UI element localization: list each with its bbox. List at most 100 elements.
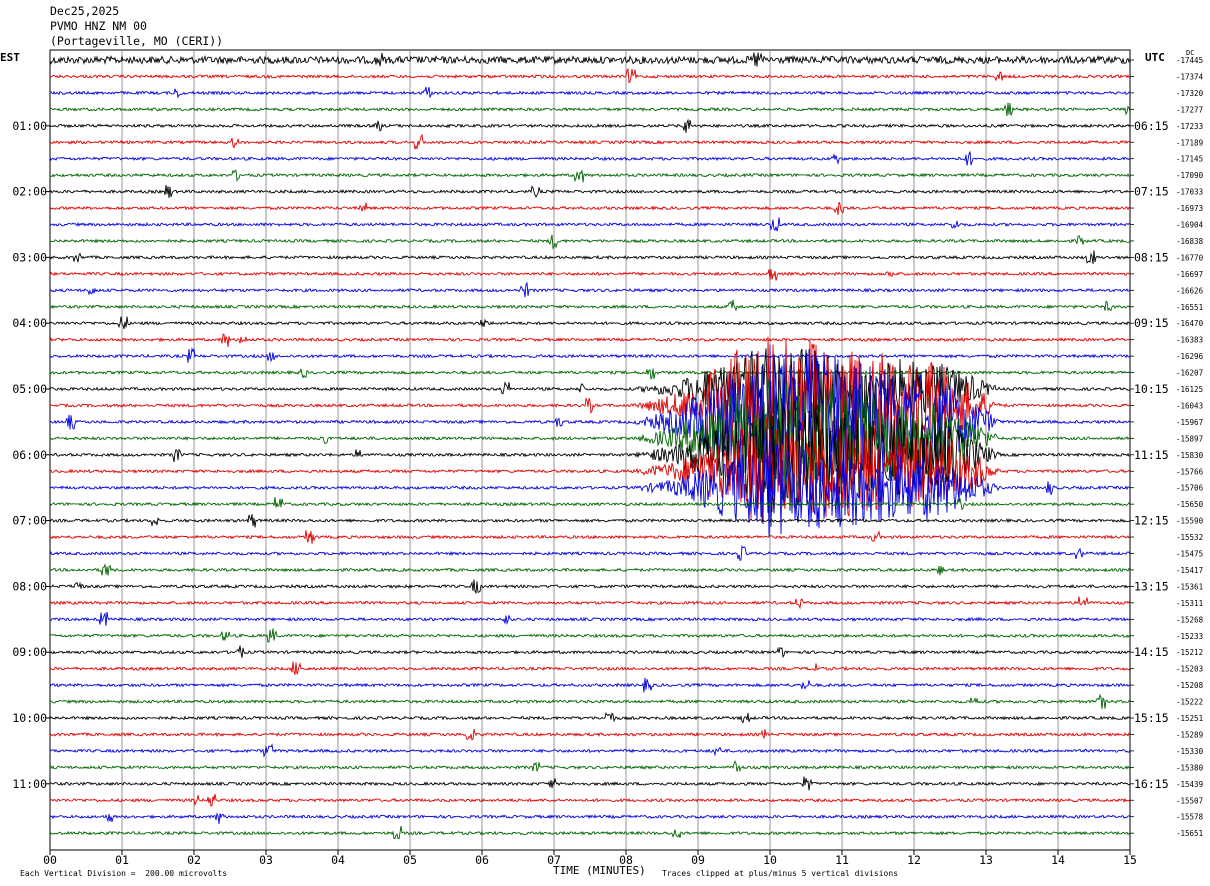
trace-line — [49, 728, 1131, 741]
dc-offset-label: -15507 — [1176, 796, 1203, 805]
trace-line — [49, 628, 1131, 643]
dc-offset-label: -15208 — [1176, 681, 1204, 690]
right-hour-label: 08:15 — [1134, 250, 1169, 264]
dc-offset-label: -15289 — [1176, 730, 1203, 739]
left-hour-label: 03:00 — [12, 250, 47, 264]
dc-offset-label: -17320 — [1176, 89, 1204, 98]
trace-line — [49, 611, 1131, 626]
dc-offset-label: -17033 — [1176, 188, 1203, 197]
left-hour-label: 01:00 — [12, 119, 47, 133]
trace-line — [49, 677, 1131, 693]
left-hour-label: 06:00 — [12, 448, 47, 462]
trace-line — [49, 812, 1131, 824]
x-tick-label: 08 — [619, 853, 633, 867]
trace-line — [49, 347, 1131, 363]
trace-line — [50, 299, 1131, 312]
right-hour-label: 11:15 — [1134, 448, 1169, 462]
left-hour-label: 09:00 — [12, 645, 47, 659]
right-hour-label: 07:15 — [1134, 185, 1169, 199]
dc-offset-label: -15212 — [1176, 648, 1203, 657]
right-timezone-label: UTC — [1145, 51, 1165, 64]
trace-line — [49, 514, 1131, 528]
trace-line — [49, 336, 1131, 476]
trace-line — [49, 793, 1131, 807]
left-hour-label: 11:00 — [12, 777, 47, 791]
x-tick-label: 13 — [979, 853, 993, 867]
dc-offset-label: -15330 — [1176, 747, 1204, 756]
trace-line — [49, 441, 1131, 537]
right-hour-label: 16:15 — [1134, 777, 1169, 791]
trace-line — [49, 333, 1131, 347]
x-tick-label: 04 — [331, 853, 345, 867]
left-hour-label: 08:00 — [12, 579, 47, 593]
x-tick-label: 00 — [43, 853, 57, 867]
x-axis-title: TIME (MINUTES) — [553, 864, 646, 877]
dc-offset-label: -15967 — [1176, 418, 1203, 427]
right-hour-label: 13:15 — [1134, 579, 1169, 593]
dc-offset-label: -15251 — [1176, 714, 1203, 723]
dc-offset-label: -16973 — [1176, 204, 1203, 213]
trace-line — [49, 234, 1131, 250]
trace-line — [49, 579, 1131, 595]
dc-offset-label: -15650 — [1176, 500, 1204, 509]
trace-line — [49, 52, 1131, 67]
trace-line — [49, 416, 1131, 521]
station-location: (Portageville, MO (CERI)) — [50, 34, 224, 48]
trace-line — [49, 133, 1131, 151]
trace-line — [49, 563, 1131, 576]
dc-offset-label: -15361 — [1176, 582, 1203, 591]
dc-offset-label: -17189 — [1176, 138, 1203, 147]
trace-line — [49, 825, 1131, 840]
trace-line — [49, 169, 1131, 183]
dc-offset-label: -16838 — [1176, 237, 1204, 246]
dc-offset-label: -16125 — [1176, 385, 1203, 394]
right-hour-label: 14:15 — [1134, 645, 1169, 659]
dc-offset-label: -16551 — [1176, 303, 1203, 312]
trace-line — [49, 151, 1131, 166]
dc-offset-label: -16626 — [1176, 286, 1204, 295]
trace-line — [49, 250, 1130, 264]
trace-line — [49, 368, 1131, 380]
dc-offset-label: -17090 — [1176, 171, 1204, 180]
left-hour-label: 05:00 — [12, 382, 47, 396]
dc-offset-label: -15651 — [1176, 829, 1203, 838]
dc-offset-label: -15417 — [1176, 566, 1203, 575]
left-hour-label: 07:00 — [12, 514, 47, 528]
plot-frame — [49, 49, 1131, 851]
x-tick-label: 07 — [547, 853, 561, 867]
trace-line — [49, 400, 1131, 513]
x-tick-label: 03 — [259, 853, 273, 867]
dc-offset-label: -15380 — [1176, 763, 1204, 772]
right-hour-label: 15:15 — [1134, 711, 1169, 725]
dc-offset-label: -15311 — [1176, 599, 1203, 608]
dc-offset-label: -15203 — [1176, 665, 1203, 674]
dc-offset-label: -17445 — [1176, 56, 1203, 65]
trace-line — [49, 596, 1131, 610]
dc-offset-label: -16043 — [1176, 401, 1203, 410]
x-tick-label: 11 — [835, 853, 849, 867]
clip-note: Traces clipped at plus/minus 5 vertical … — [662, 869, 899, 878]
trace-line — [49, 118, 1131, 133]
trace-line — [50, 776, 1131, 791]
dc-offset-label: -17145 — [1176, 155, 1203, 164]
scale-note: Each Vertical Division = 200.00 microvol… — [20, 869, 228, 878]
left-hour-label: 04:00 — [12, 316, 47, 330]
right-hour-label: 09:15 — [1134, 316, 1169, 330]
trace-line — [49, 760, 1131, 773]
trace-line — [49, 316, 1131, 330]
dc-offset-label: -16770 — [1176, 253, 1204, 262]
left-timezone-label: EST — [0, 51, 20, 64]
left-hour-label: 02:00 — [12, 185, 47, 199]
trace-line — [49, 201, 1131, 215]
trace-line — [49, 645, 1131, 659]
dc-offset-label: -15897 — [1176, 434, 1203, 443]
dc-label: DC — [1186, 49, 1195, 57]
x-tick-label: 10 — [763, 853, 777, 867]
dc-offset-label: -15830 — [1176, 451, 1204, 460]
trace-line — [49, 281, 1131, 298]
dc-offset-label: -15590 — [1176, 517, 1204, 526]
x-tick-label: 06 — [475, 853, 489, 867]
x-tick-label: 01 — [115, 853, 129, 867]
dc-offset-label: -16383 — [1176, 336, 1203, 345]
